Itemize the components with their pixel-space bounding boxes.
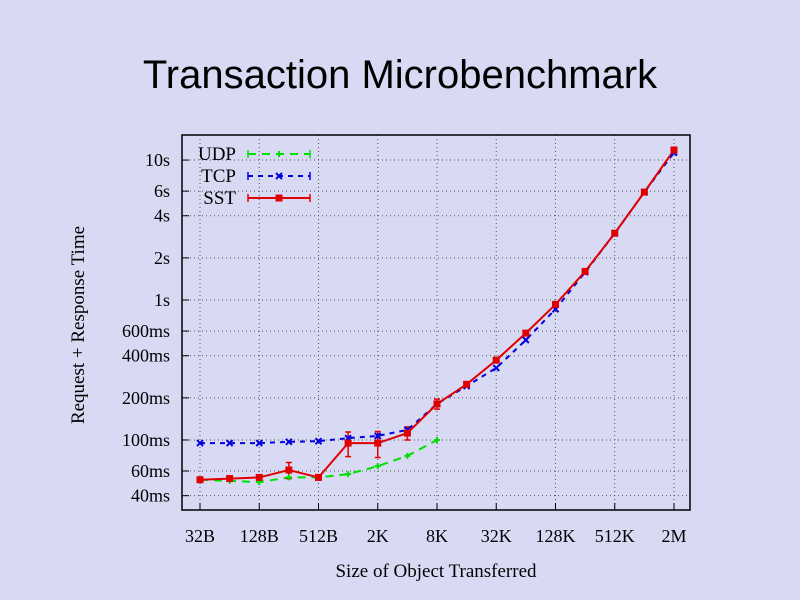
legend-label: UDP xyxy=(198,144,236,165)
legend-marker xyxy=(275,194,283,202)
marker xyxy=(640,188,648,196)
legend-label: TCP xyxy=(201,166,236,187)
marker xyxy=(314,437,323,445)
marker xyxy=(433,400,441,408)
legend-swatch xyxy=(247,150,311,158)
y-tick-label: 2s xyxy=(154,248,170,268)
x-tick-label: 32K xyxy=(481,526,512,546)
marker xyxy=(611,229,619,237)
y-tick-label: 6s xyxy=(154,181,170,201)
marker xyxy=(226,475,234,483)
marker xyxy=(492,364,500,372)
marker xyxy=(196,476,204,484)
x-axis-label: Size of Object Transferred xyxy=(335,561,537,582)
marker xyxy=(522,329,530,337)
marker xyxy=(285,438,293,446)
marker xyxy=(463,380,471,388)
x-tick-label: 128K xyxy=(535,526,575,546)
y-tick-label: 60ms xyxy=(131,461,170,481)
x-tick-label: 8K xyxy=(426,526,448,546)
marker xyxy=(522,336,530,344)
y-tick-label: 10s xyxy=(145,150,170,170)
marker xyxy=(255,473,263,481)
y-axis-label: Request + Response Time xyxy=(68,226,89,424)
marker xyxy=(404,452,411,459)
marker xyxy=(374,432,382,440)
legend-marker xyxy=(275,172,283,180)
y-tick-label: 4s xyxy=(154,206,170,226)
marker xyxy=(344,439,352,447)
marker xyxy=(314,473,322,481)
legend-marker xyxy=(276,151,282,157)
x-tick-label: 2M xyxy=(661,526,686,546)
legend-label: SST xyxy=(203,188,236,209)
marker xyxy=(285,466,293,474)
marker xyxy=(551,300,559,308)
y-tick-label: 1s xyxy=(154,290,170,310)
marker xyxy=(433,436,440,443)
marker xyxy=(255,439,263,447)
legend-swatch xyxy=(247,172,311,180)
marker xyxy=(225,439,234,447)
legend-swatch xyxy=(247,194,311,202)
marker xyxy=(196,439,204,447)
marker xyxy=(374,439,382,447)
marker xyxy=(492,356,500,364)
marker xyxy=(345,471,352,478)
x-tick-label: 512K xyxy=(595,526,635,546)
y-tick-label: 600ms xyxy=(122,321,170,341)
x-tick-label: 32B xyxy=(185,526,215,546)
y-tick-label: 400ms xyxy=(122,346,170,366)
chart-title: Transaction Microbenchmark xyxy=(143,53,658,97)
marker xyxy=(670,146,678,154)
plot-frame xyxy=(181,134,691,511)
x-tick-label: 128B xyxy=(240,526,279,546)
y-tick-label: 40ms xyxy=(131,486,170,506)
y-tick-label: 100ms xyxy=(122,430,170,450)
marker xyxy=(581,267,589,275)
x-tick-label: 2K xyxy=(367,526,389,546)
marker xyxy=(285,474,292,481)
marker xyxy=(403,429,411,437)
x-tick-label: 512B xyxy=(299,526,338,546)
marker xyxy=(374,463,381,470)
y-tick-label: 200ms xyxy=(122,388,170,408)
